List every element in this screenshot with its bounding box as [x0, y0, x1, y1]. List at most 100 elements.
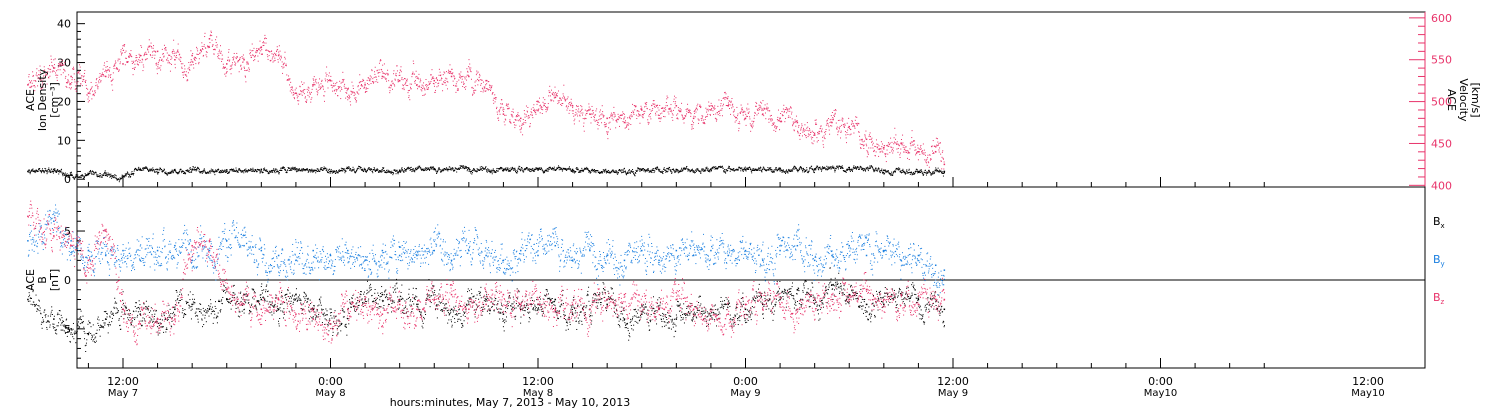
sample-point	[556, 95, 558, 97]
sample-point	[297, 170, 299, 172]
sample-point	[688, 111, 690, 113]
sample-point	[476, 78, 478, 80]
sample-point	[488, 169, 490, 171]
sample-point	[487, 81, 489, 83]
sample-point	[827, 124, 829, 126]
sample-point	[301, 91, 303, 93]
sample-point	[630, 124, 632, 126]
sample-point	[85, 174, 87, 176]
sample-point	[630, 114, 632, 116]
sample-point	[502, 107, 504, 109]
sample-point	[556, 167, 558, 169]
sample-point	[710, 105, 712, 107]
sample-point	[286, 74, 288, 76]
sample-point	[493, 170, 495, 172]
sample-point	[760, 108, 762, 110]
data-point	[502, 113, 505, 115]
sample-point	[826, 120, 828, 122]
sample-point	[291, 169, 293, 171]
sample-point	[462, 165, 464, 167]
sample-point	[304, 97, 306, 99]
sample-point	[379, 60, 381, 62]
sample-point	[751, 169, 753, 171]
sample-point	[463, 87, 465, 89]
sample-point	[708, 101, 710, 103]
sample-point	[922, 143, 924, 145]
sample-point	[555, 94, 557, 96]
sample-point	[254, 56, 256, 58]
sample-point	[240, 65, 242, 67]
sample-point	[641, 115, 643, 117]
sample-point	[135, 168, 137, 170]
sample-point	[615, 172, 617, 174]
sample-point	[859, 139, 861, 141]
sample-point	[205, 172, 207, 174]
data-point	[104, 174, 107, 177]
sample-point	[707, 110, 709, 112]
sample-point	[749, 118, 751, 120]
sample-point	[634, 175, 636, 177]
sample-point	[691, 168, 693, 170]
sample-point	[121, 53, 123, 55]
sample-point	[232, 169, 234, 171]
sample-point	[884, 153, 886, 155]
sample-point	[744, 167, 746, 169]
sample-point	[718, 99, 720, 101]
sample-point	[315, 78, 317, 80]
sample-point	[657, 168, 659, 170]
sample-point	[416, 75, 418, 77]
sample-point	[267, 56, 269, 58]
sample-point	[765, 108, 767, 110]
sample-point	[58, 171, 60, 173]
sample-point	[741, 110, 743, 112]
sample-point	[429, 83, 431, 85]
sample-point	[506, 170, 508, 172]
sample-point	[592, 169, 594, 171]
sample-point	[659, 104, 661, 106]
sample-point	[164, 49, 166, 51]
sample-point	[561, 105, 563, 107]
sample-point	[465, 166, 467, 168]
sample-point	[116, 68, 118, 70]
sample-point	[314, 169, 316, 171]
sample-point	[849, 134, 851, 136]
sample-point	[505, 169, 507, 171]
sample-point	[790, 169, 792, 171]
sample-point	[190, 50, 192, 52]
sample-point	[547, 103, 549, 105]
sample-point	[200, 172, 202, 174]
sample-point	[193, 167, 195, 169]
sample-point	[813, 140, 815, 142]
sample-point	[559, 97, 561, 99]
sample-point	[212, 171, 214, 173]
sample-point	[249, 52, 251, 54]
sample-point	[568, 167, 570, 169]
sample-point	[59, 63, 61, 65]
sample-point	[640, 105, 642, 107]
sample-point	[678, 171, 680, 173]
sample-point	[144, 167, 146, 169]
sample-point	[510, 113, 512, 115]
sample-point	[582, 112, 584, 114]
sample-point	[687, 168, 689, 170]
sample-point	[863, 144, 865, 146]
sample-point	[174, 63, 176, 65]
sample-point	[397, 173, 399, 175]
sample-point	[522, 170, 524, 172]
sample-point	[360, 81, 362, 83]
sample-point	[66, 86, 68, 88]
sample-point	[597, 170, 599, 172]
data-point	[191, 54, 193, 57]
sample-point	[381, 71, 383, 73]
sample-point	[591, 110, 593, 112]
sample-point	[645, 103, 647, 105]
sample-point	[669, 167, 671, 169]
sample-point	[438, 167, 440, 169]
sample-point	[472, 172, 474, 174]
sample-point	[141, 58, 143, 60]
sample-point	[550, 167, 552, 169]
sample-point	[52, 66, 54, 68]
sample-point	[608, 169, 610, 171]
sample-point	[63, 68, 65, 70]
sample-point	[318, 86, 320, 88]
